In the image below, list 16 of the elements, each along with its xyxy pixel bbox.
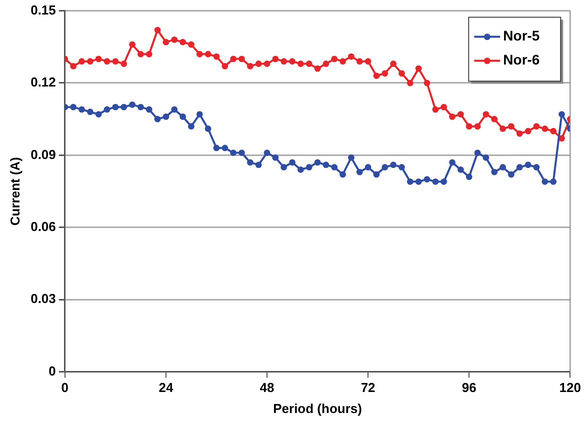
y-tick-label: 0.15	[30, 2, 56, 18]
x-tick-label: 120	[559, 380, 582, 396]
y-axis-title: Current (A)	[7, 156, 22, 226]
x-tick-label: 96	[462, 380, 476, 396]
y-tick-label: 0.12	[30, 74, 56, 90]
x-tick-label: 48	[260, 380, 274, 396]
y-tick-label: 0.09	[30, 146, 56, 162]
x-axis-title: Period (hours)	[273, 400, 362, 416]
y-tick-label: 0	[48, 363, 56, 378]
legend-label: Nor-5	[503, 28, 540, 44]
legend-label: Nor-6	[503, 52, 540, 68]
x-tick-label: 24	[158, 380, 174, 396]
y-tick-label: 0.03	[30, 291, 56, 306]
x-tick-label: 0	[61, 380, 69, 396]
x-tick-label: 72	[360, 380, 376, 396]
y-tick-label: 0.06	[30, 218, 56, 234]
